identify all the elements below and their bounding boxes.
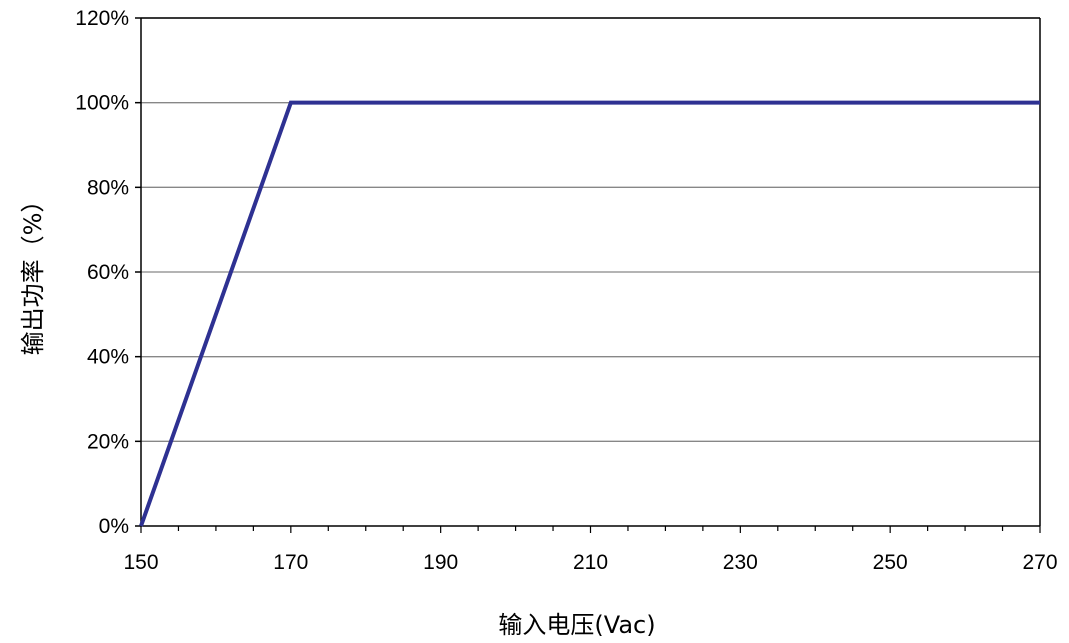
tick-labels: 0% 20% 40% 60% 80% 100% 120% 150 170 190 210 230 250… <box>75 7 1057 574</box>
x-tick-label-170: 170 <box>273 551 308 574</box>
y-tick-label-20: 20% <box>87 430 129 453</box>
gridlines <box>141 17 1040 442</box>
series <box>139 100 1040 527</box>
y-tick-label-60: 60% <box>87 261 129 284</box>
x-tick-label-270: 270 <box>1022 551 1057 574</box>
x-tick-label-250: 250 <box>873 551 908 574</box>
y-tick-label-80: 80% <box>87 176 129 199</box>
series-line-0 <box>139 100 1040 527</box>
x-tick-label-230: 230 <box>723 551 758 574</box>
x-axis-title: 输入电压(Vac) <box>498 611 655 639</box>
x-tick-label-210: 210 <box>573 551 608 574</box>
y-tick-label-0: 0% <box>99 515 129 538</box>
y-tick-label-120: 120% <box>75 7 129 30</box>
axes <box>135 17 1041 533</box>
y-tick-label-100: 100% <box>75 92 129 115</box>
y-axis-title: 输出功率（%） <box>19 189 47 356</box>
y-tick-label-40: 40% <box>87 346 129 369</box>
x-tick-label-150: 150 <box>123 551 158 574</box>
x-tick-label-190: 190 <box>423 551 458 574</box>
